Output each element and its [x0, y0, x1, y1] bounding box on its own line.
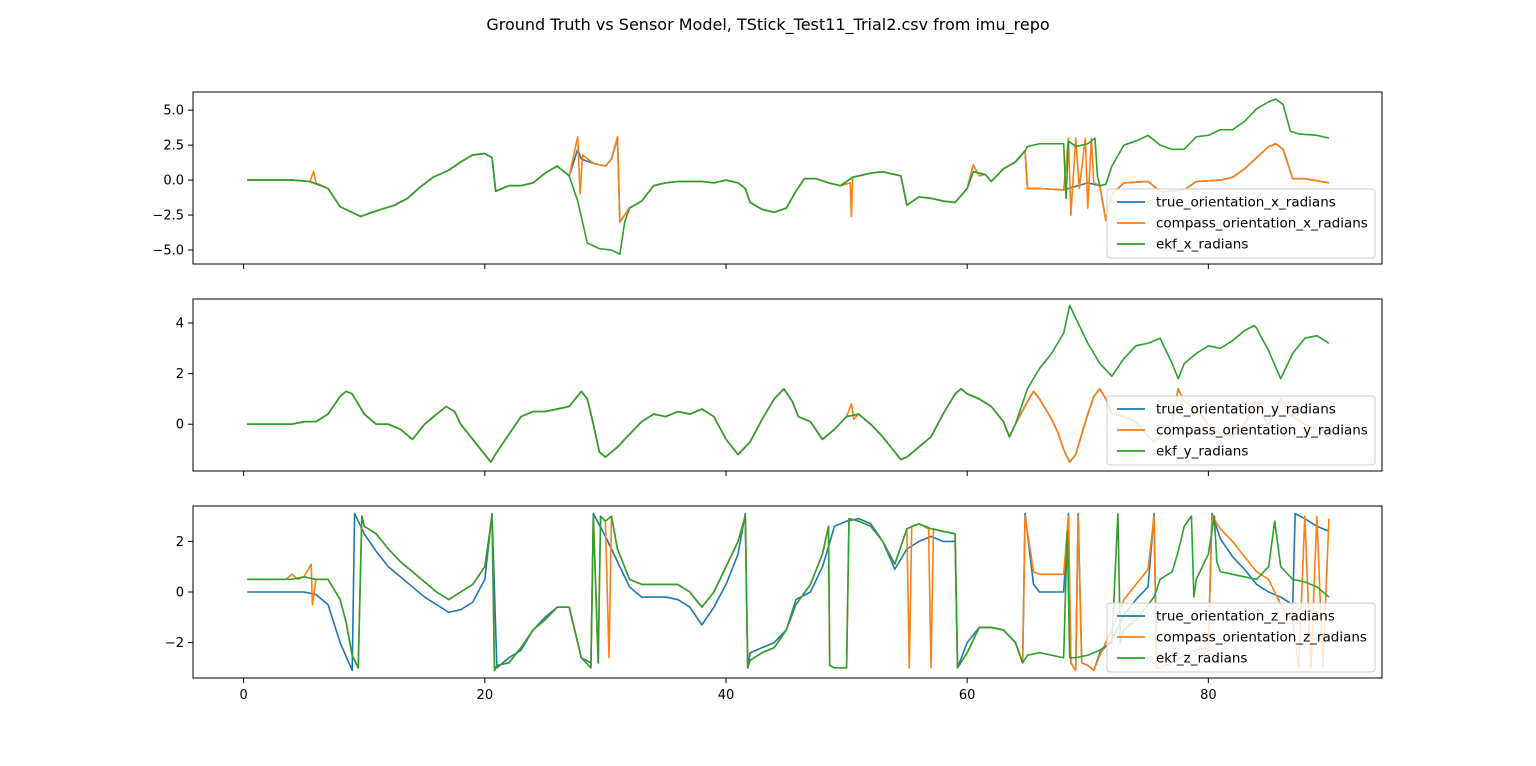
y-tick-label-y-0: 4 [176, 317, 184, 332]
legend-label-y-0: true_orientation_y_radians [1156, 402, 1336, 418]
panel-y: 4 2 0 true_orientation_y_radians compass_ori… [176, 298, 1383, 476]
series-line-y-2 [247, 304, 1330, 463]
x-tick-label-z-2: 40 [718, 688, 735, 703]
y-tick-label-y-2: 0 [176, 418, 184, 433]
y-tick-label-x-2: 0.0 [163, 174, 184, 189]
legend-z: true_orientation_z_radians compass_orient… [1106, 602, 1376, 673]
axes-frame-x [192, 91, 1383, 265]
y-tick-label-x-0: 5.0 [163, 104, 184, 119]
legend-label-x-0: true_orientation_x_radians [1156, 195, 1336, 211]
x-tick-label-z-1: 20 [477, 688, 494, 703]
axes-frame-y [192, 298, 1383, 472]
legend-label-x-1: compass_orientation_x_radians [1156, 216, 1368, 232]
y-tick-label-z-0: 2 [176, 535, 184, 550]
panel-x: 5.0 2.5 0.0 −2.5 −5.0 true_orientation_x_radi… [152, 91, 1383, 269]
x-tick-label-z-0: 0 [240, 688, 248, 703]
y-tick-label-y-1: 2 [176, 367, 184, 382]
y-tick-label-x-3: −2.5 [152, 209, 184, 224]
series-line-x-2 [247, 98, 1330, 256]
legend-label-y-1: compass_orientation_y_radians [1156, 423, 1368, 439]
y-tick-label-x-4: −5.0 [152, 244, 184, 259]
figure-title: Ground Truth vs Sensor Model, TStick_Tes… [486, 15, 1049, 35]
legend-label-z-2: ekf_z_radians [1156, 651, 1247, 667]
legend-label-z-1: compass_orientation_z_radians [1156, 630, 1367, 646]
legend-label-y-2: ekf_y_radians [1156, 444, 1248, 460]
legend-label-z-0: true_orientation_z_radians [1156, 609, 1335, 625]
series-line-z-2 [247, 512, 1330, 672]
y-tick-label-z-2: −2 [165, 636, 184, 651]
x-tick-label-z-4: 80 [1200, 688, 1217, 703]
panel-z: 0 20 40 60 8020−2true_orientation_z_radiansc… [165, 505, 1383, 703]
legend-box-z [1106, 602, 1376, 673]
legend-y: true_orientation_y_radians compass_orient… [1106, 395, 1376, 466]
y-tick-label-x-1: 2.5 [163, 139, 184, 154]
legend-x: true_orientation_x_radians compass_orient… [1106, 188, 1376, 259]
x-tick-label-z-3: 60 [959, 688, 976, 703]
legend-box-x [1106, 188, 1376, 259]
y-tick-label-z-1: 0 [176, 586, 184, 601]
legend-label-x-2: ekf_x_radians [1156, 237, 1248, 253]
legend-box-y [1106, 395, 1376, 466]
